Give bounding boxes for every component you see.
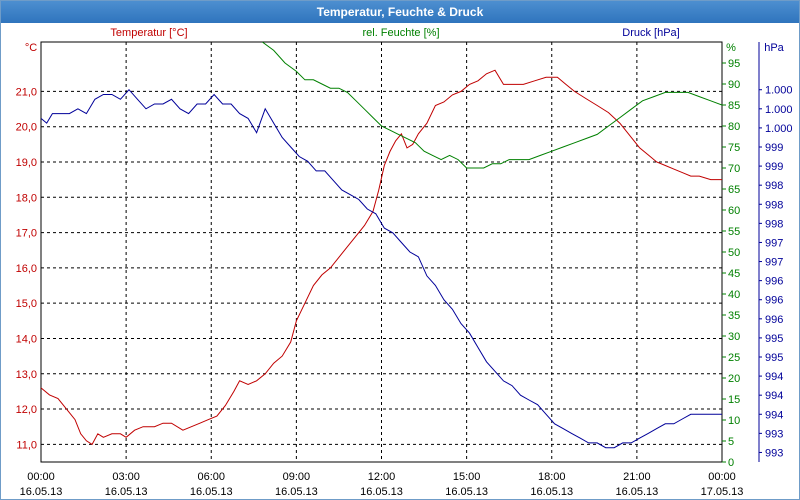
y-tick-humidity: 20 (728, 373, 740, 385)
y-tick-temperature: 17,0 (16, 228, 37, 240)
y-tick-pressure: 996 (765, 276, 783, 288)
y-tick-humidity: 60 (728, 205, 740, 217)
y-tick-temperature: 14,0 (16, 333, 37, 345)
y-tick-temperature: 18,0 (16, 192, 37, 204)
y-tick-pressure: 997 (765, 257, 783, 269)
y-tick-humidity: 40 (728, 289, 740, 301)
y-tick-pressure: 994 (765, 409, 783, 421)
x-tick-date: 16.05.13 (20, 486, 63, 498)
x-tick-date: 16.05.13 (445, 486, 488, 498)
unit-label-pressure: hPa (764, 42, 784, 54)
x-tick-date: 17.05.13 (701, 486, 744, 498)
y-tick-humidity: 90 (728, 79, 740, 91)
y-tick-temperature: 15,0 (16, 298, 37, 310)
x-tick-time: 00:00 (27, 471, 55, 483)
x-tick-time: 00:00 (708, 471, 736, 483)
y-tick-humidity: 5 (728, 436, 734, 448)
y-tick-pressure: 997 (765, 237, 783, 249)
axis-label-pressure: Druck [hPa] (622, 27, 679, 39)
x-tick-time: 21:00 (623, 471, 651, 483)
axis-label-temperature: Temperatur [°C] (110, 27, 187, 39)
y-tick-pressure: 998 (765, 218, 783, 230)
x-tick-time: 18:00 (538, 471, 566, 483)
y-tick-humidity: 95 (728, 58, 740, 70)
y-tick-humidity: 85 (728, 100, 740, 112)
y-tick-pressure: 999 (765, 161, 783, 173)
y-tick-pressure: 1.000 (765, 123, 793, 135)
y-tick-pressure: 994 (765, 390, 783, 402)
line-chart: 00:00 16.05.13 03:00 16.05.13 06:00 16.05.13 0… (16, 27, 793, 498)
y-tick-humidity: 65 (728, 184, 740, 196)
window-title: Temperatur, Feuchte & Druck (1, 1, 799, 23)
x-tick-time: 06:00 (197, 471, 225, 483)
y-tick-pressure: 1.000 (765, 85, 793, 97)
y-tick-pressure: 996 (765, 295, 783, 307)
x-tick-date: 16.05.13 (105, 486, 148, 498)
y-tick-temperature: 20,0 (16, 122, 37, 134)
x-tick-date: 16.05.13 (190, 486, 233, 498)
y-tick-pressure: 993 (765, 447, 783, 459)
y-tick-humidity: 45 (728, 268, 740, 280)
y-tick-temperature: 11,0 (16, 439, 37, 451)
y-tick-temperature: 19,0 (16, 157, 37, 169)
x-tick-date: 16.05.13 (615, 486, 658, 498)
y-tick-humidity: 55 (728, 226, 740, 238)
x-tick-time: 09:00 (283, 471, 311, 483)
y-tick-pressure: 999 (765, 142, 783, 154)
y-tick-humidity: 80 (728, 121, 740, 133)
y-tick-pressure: 996 (765, 314, 783, 326)
y-tick-humidity: 35 (728, 310, 740, 322)
y-tick-pressure: 998 (765, 180, 783, 192)
x-tick-time: 12:00 (368, 471, 396, 483)
y-tick-temperature: 16,0 (16, 263, 37, 275)
y-tick-pressure: 995 (765, 352, 783, 364)
x-tick-date: 16.05.13 (275, 486, 318, 498)
unit-label-temperature: °C (25, 42, 37, 54)
x-tick-time: 03:00 (112, 471, 140, 483)
unit-label-humidity: % (726, 42, 736, 54)
y-tick-temperature: 21,0 (16, 86, 37, 98)
y-tick-humidity: 25 (728, 352, 740, 364)
temperature-line (41, 69, 722, 446)
y-tick-humidity: 15 (728, 394, 740, 406)
y-tick-humidity: 75 (728, 142, 740, 154)
y-tick-humidity: 70 (728, 163, 740, 175)
y-tick-humidity: 10 (728, 415, 740, 427)
y-tick-pressure: 998 (765, 199, 783, 211)
x-tick-date: 16.05.13 (530, 486, 573, 498)
y-tick-humidity: 0 (728, 457, 734, 469)
y-tick-temperature: 13,0 (16, 369, 37, 381)
y-tick-pressure: 993 (765, 428, 783, 440)
x-tick-date: 16.05.13 (360, 486, 403, 498)
x-tick-time: 15:00 (453, 471, 481, 483)
y-tick-temperature: 12,0 (16, 404, 37, 416)
y-tick-pressure: 995 (765, 333, 783, 345)
pressure-line (41, 88, 722, 449)
y-tick-humidity: 30 (728, 331, 740, 343)
y-tick-pressure: 1.000 (765, 104, 793, 116)
y-tick-humidity: 50 (728, 247, 740, 259)
axis-label-humidity: rel. Feuchte [%] (362, 27, 439, 39)
humidity-line (262, 42, 722, 169)
y-tick-pressure: 994 (765, 371, 783, 383)
